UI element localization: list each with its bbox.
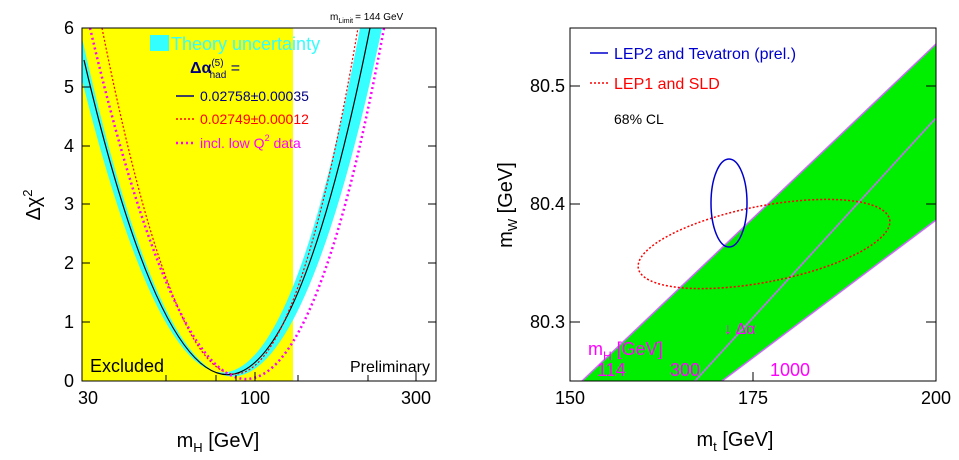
right-ytick-80.5: 80.5 [530, 76, 565, 96]
right-ytick-80.4: 80.4 [530, 194, 565, 214]
right-xtick-200: 200 [921, 388, 951, 408]
right-xtick-150: 150 [555, 388, 585, 408]
right-axes-ticks [569, 85, 937, 381]
mh-band-line-300 [694, 117, 936, 381]
left-ytick-0: 0 [64, 371, 74, 391]
left-y-axis-label: Δχ2 [20, 189, 45, 220]
legend-swatch-theory [150, 35, 169, 51]
left-x-axis [81, 372, 417, 381]
mh-band-edge-1000 [721, 219, 936, 381]
mh-value-1000: 1000 [770, 360, 810, 380]
legend-theory-label: Theory uncertainty [171, 34, 320, 54]
alpha-label: Δα(5) had = [190, 58, 240, 81]
legend-label-2: 0.02749±0.00012 [200, 111, 309, 127]
mh-value-300: 300 [670, 360, 700, 380]
mh-label: mH [GeV] [588, 339, 663, 363]
cl-label: 68% CL [614, 111, 664, 127]
curve-low-q2 [88, 28, 386, 380]
left-xtick-300: 300 [401, 388, 431, 408]
left-ytick-2: 2 [64, 253, 74, 273]
delta-alpha-label: ↓ Δα [724, 321, 756, 338]
theory-uncertainty-band [82, 28, 382, 377]
left-chart: 0 1 2 3 4 5 6 30 100 300 mLimit = 144 GeV… [20, 12, 437, 455]
excluded-label: Excluded [90, 356, 164, 376]
left-x-axis-label: mH [GeV] [177, 430, 260, 455]
limit-note: mLimit = 144 GeV [330, 12, 404, 25]
legend-label-1: 0.02758±0.00035 [200, 88, 309, 104]
right-chart: 150 175 200 80.3 80.4 80.5 LEP2 and Teva… [495, 27, 951, 454]
left-xtick-30: 30 [78, 388, 98, 408]
preliminary-label: Preliminary [350, 359, 430, 376]
left-xtick-100: 100 [240, 388, 270, 408]
left-ytick-1: 1 [64, 312, 74, 332]
mh-value-114: 114 [597, 360, 626, 380]
right-xtick-175: 175 [738, 388, 768, 408]
ellipse-lep2-tevatron [710, 158, 748, 248]
right-legend-label-2: LEP1 and SLD [614, 76, 720, 93]
legend-label-3: incl. low Q2 data [200, 133, 301, 151]
ellipse-lep1-sld [637, 198, 891, 290]
right-y-axis-label: mW [GeV] [495, 162, 520, 248]
right-x-axis-label: mt [GeV] [697, 429, 774, 454]
mh-band-edge-114 [581, 43, 936, 381]
curve-alpha-2 [101, 28, 359, 375]
left-ytick-5: 5 [64, 77, 74, 97]
right-legend-label-1: LEP2 and Tevatron (prel.) [614, 46, 796, 63]
left-ytick-4: 4 [64, 136, 74, 156]
left-y-axis [82, 27, 436, 382]
left-ytick-6: 6 [64, 18, 74, 38]
left-ytick-3: 3 [64, 194, 74, 214]
right-ytick-80.3: 80.3 [530, 312, 565, 332]
